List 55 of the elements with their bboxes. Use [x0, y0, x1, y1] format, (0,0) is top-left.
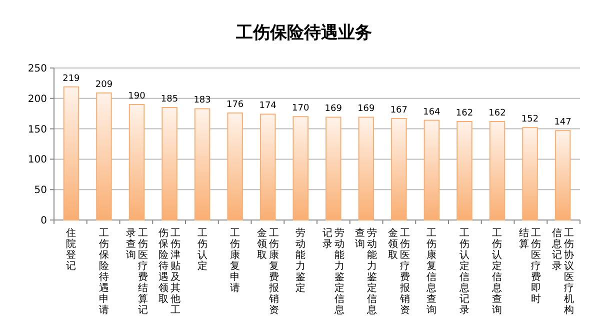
bar	[260, 114, 276, 220]
y-tick-label: 50	[34, 185, 47, 196]
x-tick-label: 工伤康复信息查询	[426, 228, 437, 316]
category-label: 劳动能力鉴定信息查询	[355, 228, 378, 316]
y-tick-label: 0	[40, 216, 47, 226]
data-label: 152	[521, 114, 539, 125]
bar	[424, 120, 440, 220]
bar	[128, 104, 145, 220]
x-tick-label: 工伤保险待遇申请	[98, 228, 109, 316]
data-label: 170	[292, 104, 310, 114]
category-label: 工伤协议医疗机构信息记录	[552, 228, 574, 316]
data-label: 190	[128, 91, 146, 102]
y-tick-label: 200	[28, 94, 47, 105]
data-label: 167	[390, 105, 408, 116]
bar	[292, 116, 308, 220]
x-tick-label: 工伤认定信息查询	[492, 228, 502, 316]
data-label: 169	[324, 104, 342, 114]
bar	[554, 130, 571, 220]
category-label: 工伤津贴及其他工伤保险待遇领取	[158, 228, 181, 316]
y-tick-label: 150	[28, 124, 47, 136]
x-tick-label: 住院登记	[66, 228, 76, 274]
bar	[489, 121, 506, 220]
bar	[456, 121, 472, 220]
data-label: 162	[456, 108, 474, 119]
data-label: 185	[160, 94, 178, 105]
data-label: 219	[62, 74, 80, 84]
category-label: 工伤医疗费即时结算	[519, 228, 542, 305]
data-label: 209	[95, 80, 113, 90]
data-label: 176	[226, 100, 244, 110]
y-tick-label: 250	[28, 64, 47, 74]
bar	[63, 86, 80, 220]
category-label: 工伤医疗费报销资金领取	[388, 228, 410, 316]
x-tick-label: 工伤认定	[197, 228, 208, 274]
data-label: 183	[194, 96, 211, 106]
data-label: 164	[423, 107, 441, 118]
bar	[358, 116, 374, 220]
data-label: 162	[488, 108, 506, 119]
data-label: 147	[554, 118, 572, 128]
bar	[162, 107, 178, 220]
chart-title: 工伤保险待遇业务	[235, 23, 372, 42]
x-tick-label: 工伤认定信息记录	[459, 228, 470, 316]
x-tick-label: 工伤康复申请	[230, 228, 240, 296]
data-label: 174	[259, 101, 277, 112]
category-label: 工伤医疗费结算记录查询	[126, 228, 148, 316]
bar	[227, 112, 243, 220]
bar	[326, 116, 342, 220]
category-label: 劳动能力鉴定信息记录	[322, 228, 344, 316]
y-tick-label: 100	[28, 154, 47, 166]
bar	[96, 92, 112, 220]
bar	[391, 118, 407, 220]
bar	[522, 127, 538, 220]
category-label: 工伤康复费报销资金领取	[256, 228, 279, 316]
data-label: 169	[358, 104, 376, 114]
x-tick-label: 劳动能力鉴定	[296, 228, 306, 296]
bar	[194, 108, 210, 220]
